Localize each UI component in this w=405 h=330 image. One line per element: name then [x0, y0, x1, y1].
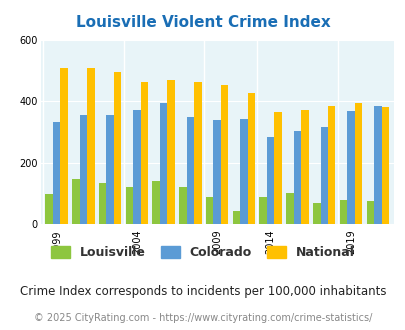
Bar: [194, 82, 201, 224]
Bar: [152, 181, 160, 224]
Bar: [354, 103, 361, 224]
Bar: [286, 193, 293, 224]
Bar: [346, 111, 354, 224]
Bar: [140, 82, 148, 224]
Bar: [312, 203, 320, 224]
Bar: [133, 110, 140, 224]
Bar: [320, 127, 327, 224]
Bar: [114, 72, 121, 224]
Bar: [126, 187, 133, 224]
Text: © 2025 CityRating.com - https://www.cityrating.com/crime-statistics/: © 2025 CityRating.com - https://www.city…: [34, 314, 371, 323]
Bar: [366, 201, 373, 224]
Bar: [339, 200, 346, 224]
Bar: [87, 68, 94, 224]
Bar: [79, 115, 87, 224]
Bar: [381, 107, 388, 224]
Bar: [373, 106, 381, 224]
Bar: [160, 103, 167, 224]
Bar: [53, 122, 60, 224]
Bar: [72, 179, 79, 224]
Bar: [220, 85, 228, 224]
Bar: [293, 131, 301, 224]
Bar: [167, 80, 175, 224]
Bar: [327, 106, 335, 224]
Bar: [301, 110, 308, 224]
Bar: [240, 119, 247, 224]
Bar: [247, 93, 255, 224]
Bar: [274, 112, 281, 224]
Bar: [205, 197, 213, 224]
Bar: [232, 211, 240, 224]
Bar: [179, 187, 186, 224]
Bar: [186, 116, 194, 224]
Bar: [213, 120, 220, 224]
Bar: [99, 183, 106, 224]
Bar: [259, 197, 266, 224]
Bar: [60, 68, 68, 224]
Text: Louisville Violent Crime Index: Louisville Violent Crime Index: [75, 15, 330, 30]
Text: Crime Index corresponds to incidents per 100,000 inhabitants: Crime Index corresponds to incidents per…: [20, 285, 385, 298]
Bar: [266, 137, 274, 224]
Legend: Louisville, Colorado, National: Louisville, Colorado, National: [46, 241, 359, 264]
Bar: [45, 194, 53, 224]
Bar: [106, 115, 114, 224]
